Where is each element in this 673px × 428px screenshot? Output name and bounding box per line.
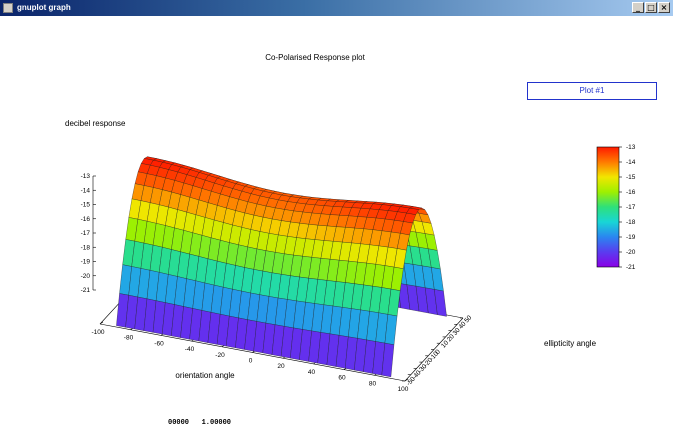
x-tick-label: 0 — [249, 358, 253, 365]
surface-facet — [381, 342, 395, 378]
x-axis-label: orientation angle — [175, 371, 235, 380]
y-tick-label: 10 — [440, 339, 450, 349]
x-tick — [99, 321, 104, 325]
x-tick-label: 20 — [277, 363, 285, 370]
window-titlebar[interactable]: gnuplot graph _ □ × — [0, 0, 673, 16]
x-tick-label: 60 — [338, 375, 346, 382]
colorbar-tick-label: -18 — [626, 219, 636, 226]
y-tick-label: -50 — [405, 375, 417, 387]
x-tick-label: -20 — [215, 352, 225, 359]
chart-title: Co-Polarised Response plot — [265, 53, 365, 62]
colorbar-tick-label: -17 — [626, 204, 636, 211]
z-tick-label: -13 — [81, 173, 91, 180]
z-axis-label: decibel response — [65, 119, 126, 128]
z-tick-label: -21 — [81, 287, 91, 294]
maximize-button[interactable]: □ — [645, 2, 657, 13]
y-tick-label: 0 — [434, 348, 442, 356]
y-tick-label: 20 — [446, 333, 456, 343]
x-tick-label: 80 — [369, 380, 377, 387]
status-readout: 00000 1.00000 — [168, 419, 232, 427]
plot-key: Plot #1 — [527, 82, 657, 100]
x-tick-label: -80 — [124, 335, 134, 342]
y-tick-label: 30 — [452, 327, 462, 337]
x-tick — [404, 378, 409, 382]
y-tick-label: -20 — [423, 356, 435, 368]
x-tick-label: -100 — [91, 329, 104, 336]
colorbar-tick-label: -21 — [626, 264, 636, 271]
window-controls: _ □ × — [632, 2, 670, 13]
colorbar-tick-label: -20 — [626, 249, 636, 256]
y-tick-label: 40 — [457, 320, 467, 330]
plot-canvas: Co-Polarised Response plot decibel respo… — [0, 16, 673, 428]
surface-plot: Co-Polarised Response plot decibel respo… — [65, 53, 636, 393]
colorbar — [596, 146, 620, 268]
minimize-button[interactable]: _ — [632, 2, 644, 13]
z-tick-label: -19 — [81, 259, 91, 266]
app-icon — [3, 3, 13, 13]
z-tick-label: -20 — [81, 273, 91, 280]
colorbar-tick-label: -14 — [626, 159, 636, 166]
z-tick-label: -16 — [81, 216, 91, 223]
y-tick-label: -10 — [428, 350, 440, 362]
y-tick-label: -30 — [417, 363, 429, 375]
x-tick-label: 40 — [308, 369, 316, 376]
z-tick-label: -14 — [81, 187, 91, 194]
z-tick-label: -15 — [81, 202, 91, 209]
colorbar-tick-label: -15 — [626, 174, 636, 181]
y-tick-label: -40 — [411, 369, 423, 381]
y-tick-label: 50 — [463, 314, 473, 324]
x-tick-label: 100 — [398, 386, 409, 393]
x-tick-label: -60 — [154, 340, 164, 347]
colorbar-tick-label: -19 — [626, 234, 636, 241]
z-tick-label: -17 — [81, 230, 91, 237]
z-tick-label: -18 — [81, 244, 91, 251]
colorbar-tick-label: -16 — [626, 189, 636, 196]
window-title: gnuplot graph — [17, 3, 71, 12]
colorbar-tick-label: -13 — [626, 144, 636, 151]
y-axis-label: ellipticity angle — [544, 339, 597, 348]
x-tick-label: -40 — [185, 346, 195, 353]
close-button[interactable]: × — [658, 2, 670, 13]
